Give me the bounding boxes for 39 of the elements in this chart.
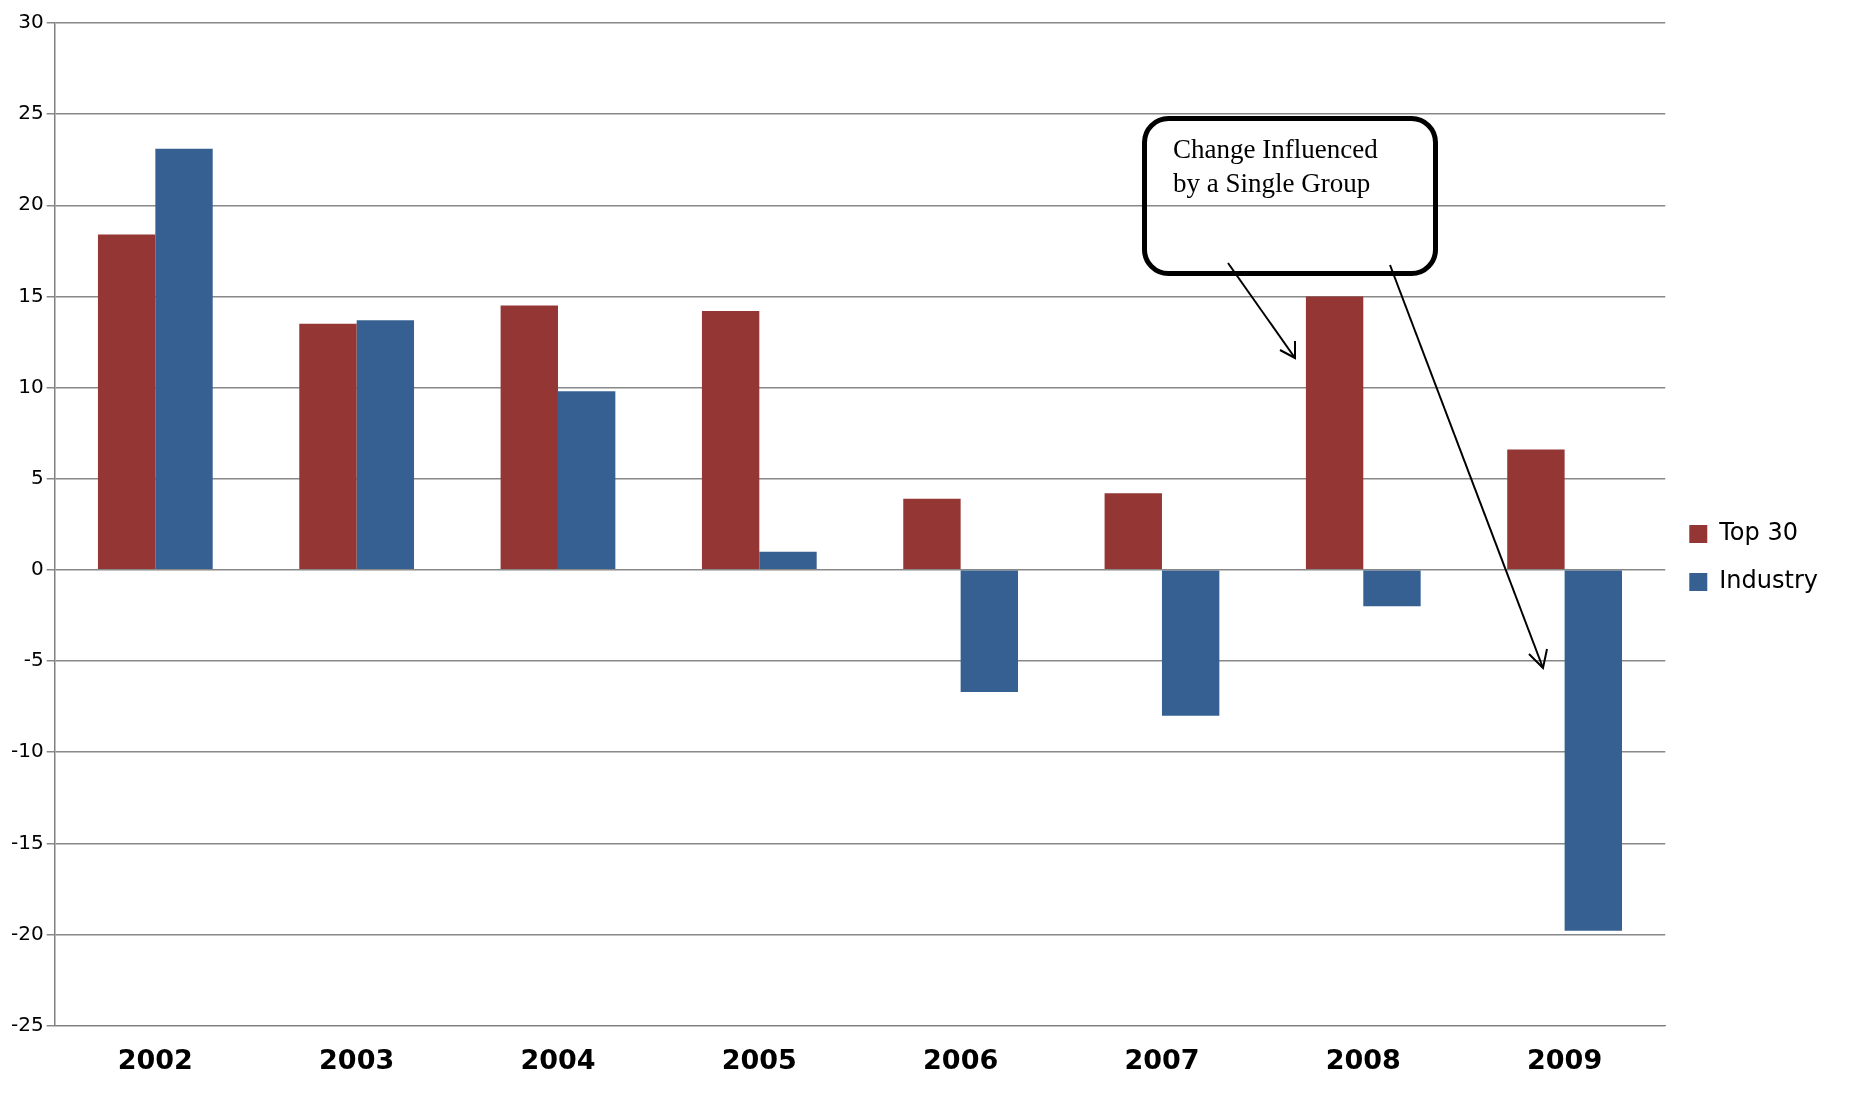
x-tick-label: 2007 <box>1124 1043 1200 1075</box>
x-tick-label: 2006 <box>923 1043 999 1075</box>
x-tick-label: 2003 <box>319 1043 395 1075</box>
y-tick-label: 15 <box>18 282 44 307</box>
legend-label: Industry <box>1719 566 1818 595</box>
y-tick-label: -10 <box>10 738 44 763</box>
y-tick-label: 10 <box>18 373 44 398</box>
x-tick-label: 2004 <box>520 1043 596 1075</box>
x-tick-label: 2005 <box>721 1043 797 1075</box>
bar <box>903 498 961 570</box>
bar <box>1305 296 1364 570</box>
annotation: Change Influenced by a Single Group <box>1173 133 1379 200</box>
x-tick-label: 2009 <box>1527 1043 1603 1075</box>
bar <box>1507 449 1565 570</box>
bar <box>97 234 156 570</box>
bar <box>155 148 213 570</box>
bar <box>356 320 415 570</box>
bar <box>1161 570 1220 716</box>
x-tick-label: 2002 <box>117 1043 193 1075</box>
bar <box>557 391 616 570</box>
bar <box>299 323 357 570</box>
x-tick-label: 2008 <box>1325 1043 1401 1075</box>
bar <box>701 311 760 570</box>
y-tick-label: -25 <box>10 1011 44 1036</box>
bar <box>500 305 558 570</box>
bar <box>1104 493 1162 570</box>
y-tick-label: 5 <box>30 464 44 489</box>
bar <box>759 551 817 570</box>
bar <box>1363 570 1421 607</box>
y-tick-label: 25 <box>18 100 44 125</box>
y-tick-label: -15 <box>10 829 44 854</box>
y-tick-label: 20 <box>18 191 44 216</box>
y-tick-label: -20 <box>10 920 44 945</box>
bar <box>1564 570 1622 931</box>
y-tick-label: 30 <box>18 9 44 34</box>
y-tick-label: -5 <box>23 647 44 672</box>
legend-label: Top 30 <box>1718 518 1798 547</box>
y-tick-label: 0 <box>30 556 44 581</box>
bar <box>960 570 1019 693</box>
